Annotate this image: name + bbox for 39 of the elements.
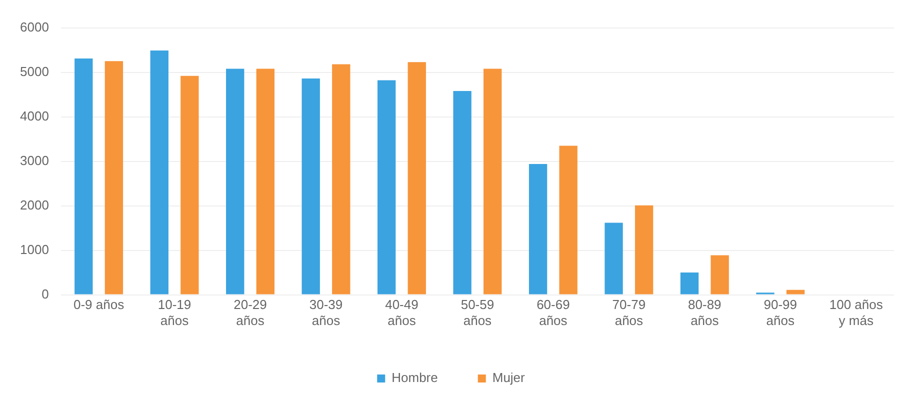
bar (302, 78, 320, 294)
x-tick-label: 70-79 años (612, 297, 646, 328)
x-tick-label: 90-99 años (764, 297, 798, 328)
bar (680, 272, 699, 294)
bar (408, 62, 426, 294)
y-tick-label: 6000 (20, 19, 49, 34)
bar (74, 58, 93, 294)
y-tick-label: 0 (42, 286, 49, 302)
x-tick-label: 10-19 años (158, 297, 192, 328)
bar (150, 50, 168, 294)
x-tick-label: 80-89 años (688, 297, 722, 328)
bar (104, 61, 124, 294)
bar (786, 290, 805, 294)
x-tick-label: 20-29 años (234, 297, 267, 328)
legend-label: Mujer (492, 370, 526, 386)
bar (528, 164, 548, 294)
y-tick-label: 3000 (20, 152, 49, 168)
y-tick-label: 1000 (20, 242, 49, 257)
x-tick-label: 40-49 años (385, 297, 418, 328)
bar (559, 146, 578, 294)
bar (180, 76, 199, 294)
bar (453, 90, 472, 294)
bar (604, 222, 623, 294)
bar (226, 68, 244, 294)
bar (332, 64, 350, 294)
bar (710, 255, 729, 294)
x-tick-label: 0-9 años (73, 297, 125, 312)
bar (256, 68, 274, 294)
x-tick-label: 30-39 años (309, 297, 343, 328)
bar (634, 205, 654, 294)
bar (377, 80, 396, 294)
x-tick-label: 50-59 años (460, 297, 494, 328)
bar (484, 68, 502, 294)
x-tick-label: 100 años y más (829, 297, 884, 328)
y-tick-label: 4000 (20, 108, 49, 124)
y-tick-label: 5000 (20, 64, 49, 79)
x-tick-label: 60-69 años (536, 297, 570, 328)
y-tick-label: 2000 (20, 197, 49, 212)
legend-label: Hombre (392, 370, 438, 386)
